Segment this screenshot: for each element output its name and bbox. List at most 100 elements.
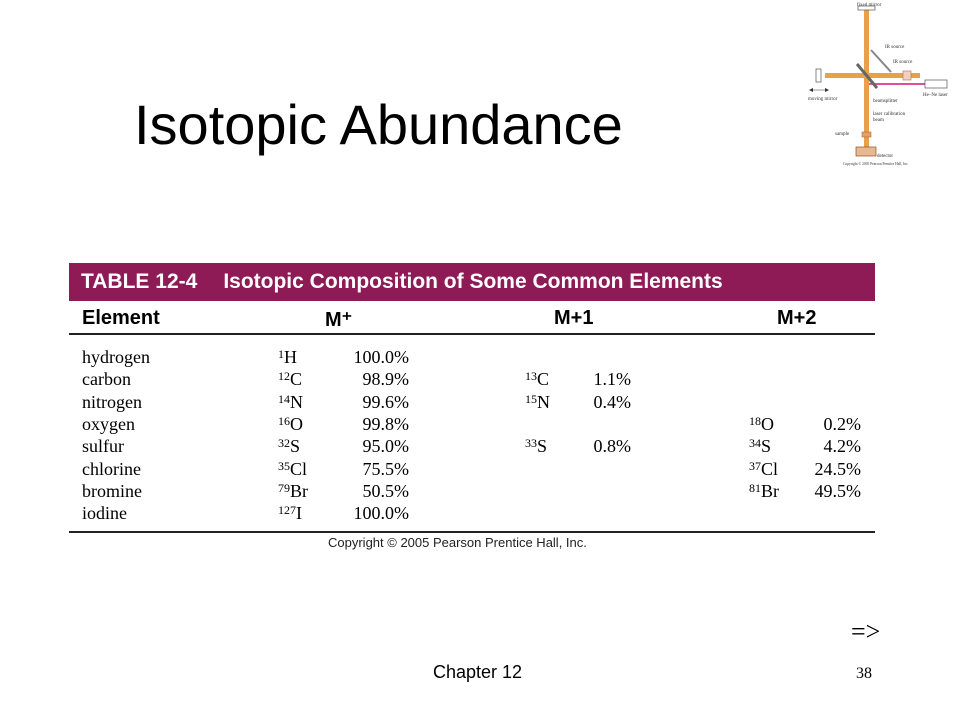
m-abundance: 100.0% [353,347,410,367]
m1-mass-number: 33 [525,436,537,451]
m1-mass-number: 13 [525,369,537,384]
m2-isotope: 81Br [749,480,779,502]
slide-title: Isotopic Abundance [134,93,623,156]
row-element-name: hydrogen [82,347,150,367]
m-symbol: N [290,391,303,412]
label-beam: beam [873,118,884,123]
m-mass-number: 32 [278,436,290,451]
m2-symbol: O [761,413,774,434]
header-m2: M+2 [777,307,817,329]
m2-mass-number: 18 [749,413,761,428]
m-mass-number: 14 [278,391,290,406]
row-element-name: nitrogen [82,391,142,412]
label-fixed-mirror: fixed mirror [857,3,882,8]
laser-icon [924,79,948,89]
m-abundance: 50.5% [362,480,410,501]
m2-abundance: 49.5% [814,480,862,501]
m-mass-number: 1 [278,347,284,361]
label-ir-source-1: IR source [885,45,905,50]
row-element-name: iodine [82,503,127,524]
label-laser: He–Ne laser [923,93,948,98]
m2-isotope: 37Cl [749,458,778,480]
header-element: Element [82,307,160,329]
m-symbol: H [284,347,297,367]
ir-mirror-icon [870,49,892,73]
sample-icon [861,131,872,138]
label-diagram-copyright: Copyright © 2005 Pearson Prentice Hall, … [843,161,909,167]
m-mass-number: 35 [278,458,290,473]
m1-abundance: 0.4% [593,391,632,412]
m-abundance: 100.0% [353,503,410,524]
m-symbol: I [296,503,302,524]
row-element-name: sulfur [82,436,124,457]
label-detector: detector [877,154,893,159]
label-moving-mirror: moving mirror [808,97,838,102]
m2-isotope: 34S [749,435,771,457]
ftir-interferometer-diagram: fixed mirror IR source IR source moving … [808,3,948,167]
m1-isotope: 13C [525,368,549,390]
table-caption: Isotopic Composition of Some Common Elem… [223,270,723,293]
m-abundance: 95.0% [362,436,410,457]
vertical-beam [864,10,869,148]
label-ir-source-2: IR source [893,60,913,65]
m1-isotope: 15N [525,391,550,413]
m2-mass-number: 37 [749,458,761,473]
moving-mirror-icon [815,68,822,83]
header-m: M⁺ [325,309,353,331]
horizontal-beam [825,73,920,78]
label-sample: sample [835,132,850,137]
m-isotope: 16O [278,413,303,435]
m-symbol: Cl [290,458,308,479]
m-abundance: 99.8% [362,413,410,434]
m-isotope: 12C [278,368,302,390]
m1-isotope: 33S [525,435,547,457]
isotope-table: TABLE 12-4 Isotopic Composition of Some … [69,263,875,533]
m-mass-number: 127 [278,503,296,518]
m1-abundance: 0.8% [593,436,632,457]
m-isotope: 79Br [278,480,308,502]
detector-icon [855,146,877,157]
m-mass-number: 12 [278,369,290,384]
m2-symbol: Cl [761,458,779,479]
m-abundance: 99.6% [362,391,410,412]
m1-mass-number: 15 [525,391,537,406]
m2-abundance: 24.5% [814,458,862,479]
m-abundance: 75.5% [362,458,410,479]
m-abundance: 98.9% [362,369,410,390]
m-isotope: 1H [278,346,297,368]
m-mass-number: 16 [278,413,290,428]
m-symbol: C [290,369,303,390]
m2-symbol: S [761,436,772,457]
m2-mass-number: 34 [749,436,761,451]
next-slide-arrow[interactable]: => [851,617,881,646]
beamsplitter-icon [855,63,879,89]
m-isotope: 14N [278,391,303,413]
m-symbol: S [290,436,301,457]
m-symbol: Br [290,480,308,501]
table-body: hydrogen 1H 100.0% carbon 12C 98.9% 13C 1.1% nit… [69,335,875,533]
footer-page-number: 38 [856,665,872,682]
m2-abundance: 4.2% [823,436,862,457]
header-m1: M+1 [554,307,594,329]
fixed-mirror-icon [857,5,876,11]
label-laser-calibration: laser calibration [873,112,906,117]
m2-symbol: Br [761,480,779,501]
m1-symbol: N [537,391,550,412]
row-element-name: oxygen [82,413,135,434]
row-element-name: chlorine [82,458,141,479]
m2-abundance: 0.2% [823,413,862,434]
m2-isotope: 18O [749,413,774,435]
ir-source-icon [902,70,912,81]
table-banner: TABLE 12-4 Isotopic Composition of Some … [69,263,875,301]
table-copyright: Copyright © 2005 Pearson Prentice Hall, … [328,535,587,550]
row-element-name: bromine [82,480,142,501]
m-mass-number: 79 [278,480,290,495]
m1-abundance: 1.1% [593,369,632,390]
m-isotope: 127I [278,502,302,524]
m2-mass-number: 81 [749,480,761,495]
m-isotope: 32S [278,435,300,457]
m1-symbol: S [537,436,548,457]
table-number: TABLE 12-4 [81,270,198,293]
table-header-row: Element M⁺ M+1 M+2 [69,301,875,335]
m1-symbol: C [537,369,550,390]
